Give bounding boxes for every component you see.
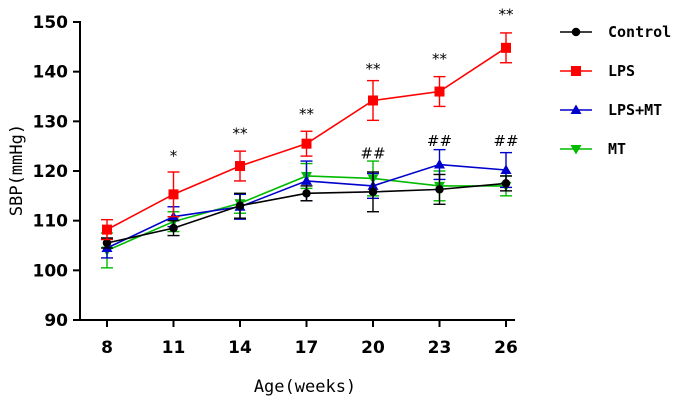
significance-label: ## [493, 132, 518, 150]
x-tick-label: 11 [162, 338, 186, 358]
legend-marker-lps-mt [570, 104, 582, 114]
significance-label: ** [432, 50, 448, 68]
y-tick-label: 130 [33, 112, 69, 132]
series-lps [101, 32, 512, 241]
significance-label: * [170, 147, 178, 165]
significance-annotations: ***********#### ## [170, 6, 519, 166]
legend-label-lps: LPS [608, 62, 635, 80]
data-point-control [102, 238, 112, 248]
data-point-lps [501, 42, 511, 53]
x-tick-label: 23 [428, 338, 452, 358]
data-point-control [435, 185, 444, 194]
y-tick-label: 110 [33, 212, 69, 232]
legend-item-lps-mt: LPS+MT [560, 101, 662, 119]
data-point-control [501, 179, 511, 188]
legend-label-control: Control [608, 23, 671, 41]
legend-marker-control [571, 27, 581, 37]
y-tick-label: 90 [44, 311, 68, 331]
significance-label: ** [299, 105, 315, 123]
legend-marker-lps [571, 66, 581, 76]
series-lps-mt [101, 148, 512, 259]
data-point-lps [301, 138, 312, 149]
significance-label: ** [366, 60, 382, 78]
data-point-control [169, 223, 178, 233]
series-control [101, 171, 512, 249]
x-tick-label: 20 [361, 338, 385, 358]
significance-label: ** [499, 6, 515, 24]
y-tick-label: 150 [33, 13, 69, 33]
y-tick-label: 140 [33, 63, 69, 83]
significance-label: ** [233, 125, 249, 143]
data-point-lps [368, 95, 378, 106]
significance-label: ## [360, 145, 385, 163]
y-axis-title: SBP(mmHg) [7, 124, 27, 216]
series-layer [101, 32, 512, 269]
data-point-lps [434, 86, 445, 97]
legend-item-control: Control [560, 23, 671, 41]
significance-label: ## [427, 132, 452, 150]
data-point-control [302, 189, 311, 198]
data-point-lps [168, 189, 179, 200]
data-point-lps [235, 161, 245, 172]
legend-label-mt: MT [608, 140, 626, 158]
x-tick-label: 26 [494, 338, 518, 358]
x-tick-label: 17 [295, 338, 319, 358]
legend-item-mt: MT [560, 140, 626, 158]
legend-item-lps: LPS [560, 62, 635, 80]
data-point-lps-mt [301, 175, 312, 185]
axes: 90 100 110 120 130 140 150 8 11 14 17 20 23 26 [33, 13, 518, 358]
legend: Control LPS LPS+MT MT [560, 23, 671, 158]
x-tick-label: 8 [101, 338, 113, 358]
data-point-control [235, 201, 245, 211]
data-point-lps [102, 224, 112, 235]
x-axis-title: Age(weeks) [254, 377, 356, 397]
data-point-lps-mt [434, 159, 445, 169]
legend-marker-mt [570, 145, 582, 155]
x-tick-label: 14 [228, 338, 252, 358]
data-point-control [368, 187, 378, 197]
legend-label-lps-mt: LPS+MT [608, 101, 662, 119]
y-tick-label: 100 [33, 261, 69, 281]
data-point-lps-mt [500, 164, 512, 175]
y-tick-label: 120 [33, 162, 69, 182]
